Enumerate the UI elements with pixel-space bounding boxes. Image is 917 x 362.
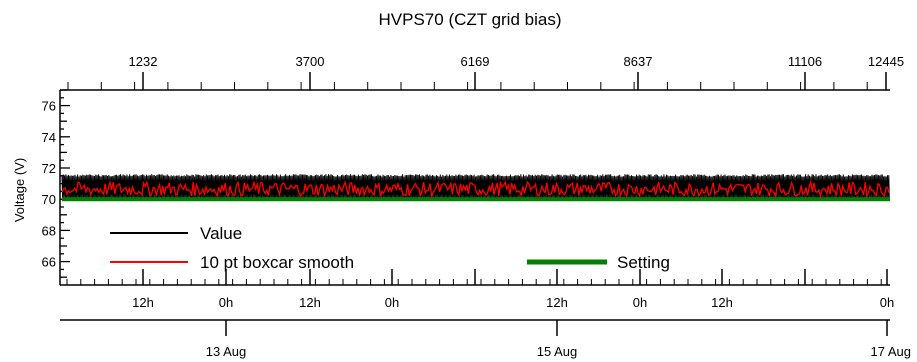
y-tick-label: 74 [42, 130, 56, 145]
plot-area [61, 174, 890, 202]
chart-title: HVPS70 (CZT grid bias) [379, 10, 562, 29]
y-tick-label: 68 [42, 223, 56, 238]
top-tick-label: 1232 [129, 54, 158, 69]
hour-tick-label: 0h [219, 295, 233, 310]
top-tick-label: 8637 [624, 54, 653, 69]
hour-tick-label: 12h [299, 295, 321, 310]
y-tick-label: 72 [42, 161, 56, 176]
y-tick-label: 70 [42, 192, 56, 207]
date-tick-label: 17 Aug [871, 344, 912, 359]
top-tick-label: 6169 [461, 54, 490, 69]
hour-tick-label: 12h [546, 295, 568, 310]
top-tick-label: 11106 [788, 54, 822, 69]
y-tick-label: 76 [42, 99, 56, 114]
y-tick-label: 66 [42, 255, 56, 270]
hour-tick-label: 12h [711, 295, 733, 310]
y-axis-label: Voltage (V) [12, 158, 27, 222]
hour-tick-label: 0h [880, 295, 894, 310]
top-axis: 1232 3700 6169 8637 11106 12445 [60, 54, 904, 91]
legend: Value 10 pt boxcar smooth Setting [110, 224, 670, 272]
legend-label: Setting [617, 253, 670, 272]
hour-tick-label: 0h [385, 295, 399, 310]
series-smooth-line [61, 179, 890, 199]
top-tick-label: 12445 [868, 54, 904, 69]
y-axis: 66 68 70 72 74 76 [42, 89, 70, 285]
date-tick-label: 15 Aug [537, 344, 578, 359]
top-tick-label: 3700 [296, 54, 325, 69]
date-tick-label: 13 Aug [206, 344, 247, 359]
legend-label: 10 pt boxcar smooth [200, 253, 354, 272]
date-axis: 13 Aug 15 Aug 17 Aug [60, 319, 912, 359]
time-axis: 12h 0h 12h 0h 12h 0h 12h 0h [60, 269, 894, 310]
hour-tick-label: 12h [132, 295, 154, 310]
hour-tick-label: 0h [633, 295, 647, 310]
legend-label: Value [200, 224, 242, 243]
